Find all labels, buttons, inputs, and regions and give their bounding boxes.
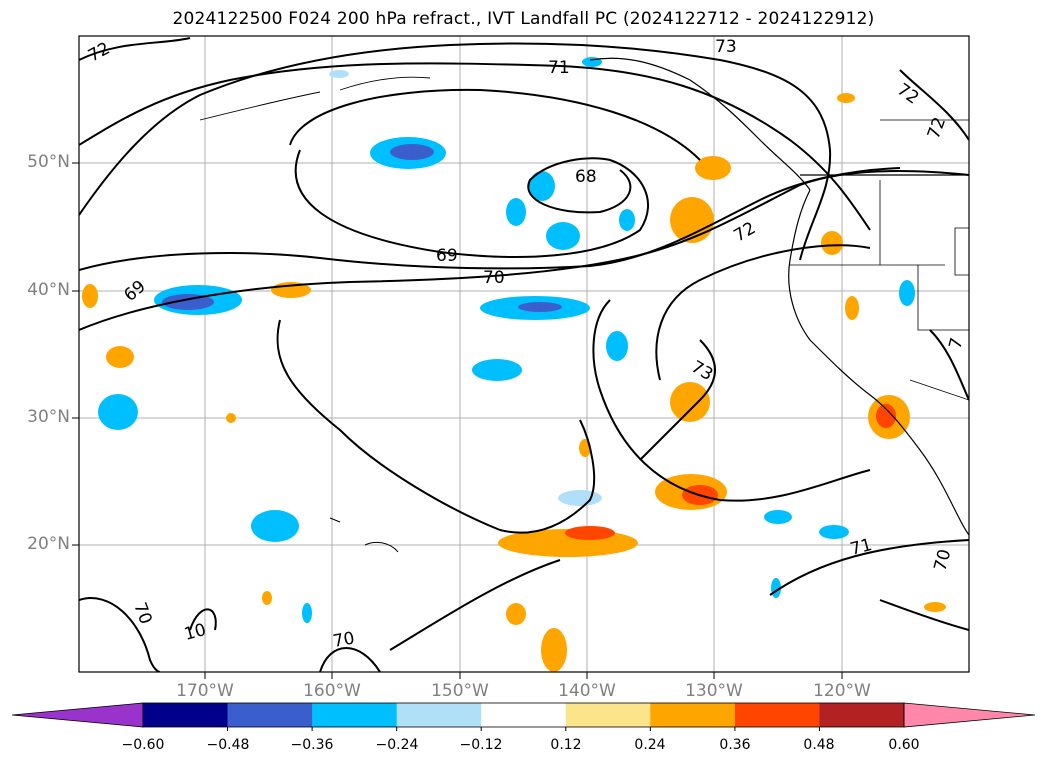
contour-label: 72 xyxy=(731,218,760,246)
map-frame xyxy=(78,35,970,673)
colorbar-tick-label: −0.24 xyxy=(375,737,419,753)
colorbar-segment xyxy=(650,703,736,727)
colorbar-segment xyxy=(312,703,398,727)
colorbar-tick-label: 0.12 xyxy=(550,737,582,753)
contour-label: 72 xyxy=(893,80,922,109)
lon-label-130w: 130°W xyxy=(685,681,743,701)
colorbar-segment xyxy=(227,703,313,727)
lat-label-30n: 30°N xyxy=(27,407,70,427)
colorbar-tick-label: 0.36 xyxy=(719,737,751,753)
colorbar-tick-label: −0.12 xyxy=(459,737,503,753)
lon-label-170w: 170°W xyxy=(176,681,234,701)
colorbar-tick-label: −0.36 xyxy=(290,737,334,753)
contour-label: 68 xyxy=(575,167,597,187)
colorbar-segment xyxy=(819,703,905,727)
lat-label-20n: 20°N xyxy=(27,534,70,554)
lon-label-120w: 120°W xyxy=(813,681,871,701)
graticule xyxy=(79,36,969,672)
refractivity-contours xyxy=(79,37,969,672)
contour-label: 72 xyxy=(85,39,113,67)
colorbar-tick-label: −0.60 xyxy=(121,737,165,753)
contour-label: 69 xyxy=(436,246,458,266)
contour-label: 70 xyxy=(331,628,356,651)
colorbar-tick-label: 0.60 xyxy=(888,737,920,753)
colorbar-segment xyxy=(396,703,482,727)
colorbar-tick-label: −0.48 xyxy=(206,737,250,753)
colorbar-segment xyxy=(143,703,229,727)
colorbar-extend-low xyxy=(11,702,144,728)
positive-anomaly-fills xyxy=(82,93,946,672)
coastlines xyxy=(199,57,969,553)
axis-ticks xyxy=(72,162,843,679)
contour-label: 71 xyxy=(848,535,874,560)
contour-label: 70 xyxy=(483,268,505,288)
colorbar-frame xyxy=(142,702,905,728)
contour-label: 69 xyxy=(120,277,149,306)
colorbar xyxy=(11,702,1036,731)
colorbar-extend-high xyxy=(903,702,1036,728)
contour-label: 73 xyxy=(715,37,737,57)
lon-label-140w: 140°W xyxy=(558,681,616,701)
colorbar-tick-label: 0.48 xyxy=(803,737,835,753)
contour-label-group: 72 73 71 72 72 68 72 69 70 69 73 71 70 7… xyxy=(85,37,968,652)
map-title: 2024122500 F024 200 hPa refract., IVT La… xyxy=(172,9,875,29)
contour-label: 71 xyxy=(548,58,570,78)
lat-label-50n: 50°N xyxy=(27,152,70,172)
lon-label-150w: 150°W xyxy=(431,681,489,701)
colorbar-tick-label: 0.24 xyxy=(634,737,666,753)
lon-label-160w: 160°W xyxy=(303,681,361,701)
colorbar-segment xyxy=(481,703,567,727)
map-panel: 72 73 71 72 72 68 72 69 70 69 73 71 70 7… xyxy=(72,35,970,679)
contour-label: 70 xyxy=(931,547,956,573)
colorbar-segment xyxy=(565,703,651,727)
contour-label: 7 xyxy=(946,336,968,352)
colorbar-segment xyxy=(734,703,820,727)
lat-label-40n: 40°N xyxy=(27,280,70,300)
negative-anomaly-fills xyxy=(98,57,915,623)
contour-label: 10 xyxy=(182,620,208,645)
contour-label: 72 xyxy=(924,115,950,142)
